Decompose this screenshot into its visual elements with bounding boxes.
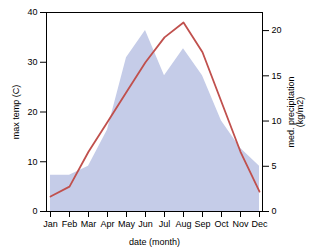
svg-text:Aug: Aug	[175, 219, 191, 229]
svg-text:Apr: Apr	[100, 219, 114, 229]
svg-text:Jul: Jul	[159, 219, 171, 229]
svg-text:Jun: Jun	[138, 219, 153, 229]
svg-text:0: 0	[32, 206, 37, 216]
svg-text:10: 10	[272, 116, 282, 126]
svg-text:20: 20	[27, 107, 37, 117]
svg-text:40: 40	[27, 7, 37, 17]
svg-text:Nov: Nov	[232, 219, 249, 229]
svg-text:15: 15	[272, 71, 282, 81]
svg-text:30: 30	[27, 57, 37, 67]
svg-text:Dec: Dec	[251, 219, 268, 229]
svg-text:Feb: Feb	[62, 219, 78, 229]
svg-text:med. precipitation(kg/m2): med. precipitation(kg/m2)	[286, 76, 305, 147]
svg-text:May: May	[118, 219, 136, 229]
svg-text:5: 5	[272, 161, 277, 171]
svg-text:0: 0	[272, 206, 277, 216]
svg-text:Jan: Jan	[43, 219, 58, 229]
svg-text:Oct: Oct	[214, 219, 229, 229]
svg-text:Sep: Sep	[194, 219, 210, 229]
svg-text:date (month): date (month)	[129, 237, 180, 247]
svg-text:Mar: Mar	[81, 219, 97, 229]
svg-text:10: 10	[27, 157, 37, 167]
svg-text:20: 20	[272, 25, 282, 35]
svg-text:max temp (C): max temp (C)	[11, 85, 21, 140]
